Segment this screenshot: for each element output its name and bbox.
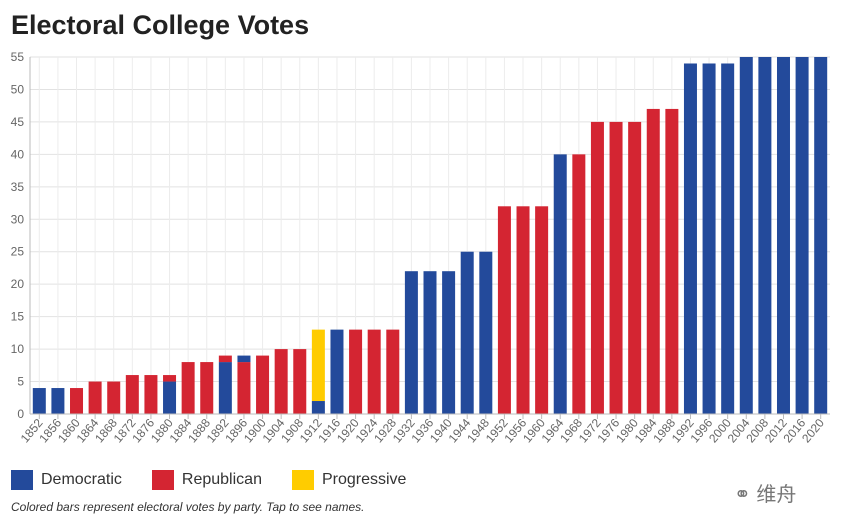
bar-1908-republican[interactable] (293, 349, 307, 414)
legend-swatch (151, 470, 174, 490)
bar-1972-republican[interactable] (590, 121, 604, 414)
y-tick-label: 30 (11, 212, 25, 226)
y-tick-label: 40 (11, 147, 25, 161)
bar-1868-republican[interactable] (107, 381, 121, 414)
bar-1892-democratic[interactable] (218, 362, 232, 414)
x-tick-label: 2020 (799, 416, 827, 446)
bar-1924-republican[interactable] (367, 329, 381, 414)
bar-1888-republican[interactable] (200, 362, 214, 414)
bar-1904-republican[interactable] (274, 349, 288, 414)
bar-1940-democratic[interactable] (442, 271, 456, 414)
y-tick-label: 0 (17, 407, 24, 421)
y-tick-label: 25 (11, 245, 25, 259)
bar-1880-democratic[interactable] (163, 381, 177, 414)
bar-1948-democratic[interactable] (479, 251, 493, 414)
bar-1920-republican[interactable] (349, 329, 363, 414)
y-tick-label: 55 (11, 50, 25, 64)
bar-1912-progressive[interactable] (311, 329, 325, 402)
legend-swatch (291, 470, 314, 490)
bar-2004-democratic[interactable] (739, 57, 753, 414)
bar-1964-democratic[interactable] (553, 154, 567, 414)
y-tick-label: 20 (11, 277, 25, 291)
bar-1864-republican[interactable] (88, 381, 102, 414)
bar-1872-republican[interactable] (125, 375, 139, 414)
y-tick-label: 35 (11, 180, 25, 194)
bar-1896-democratic[interactable] (237, 355, 251, 363)
bar-1852-democratic[interactable] (32, 388, 46, 414)
bar-1980-republican[interactable] (628, 121, 642, 414)
y-tick-label: 5 (17, 375, 24, 389)
bar-1936-democratic[interactable] (423, 271, 437, 414)
bar-1956-republican[interactable] (516, 206, 530, 414)
bar-2020-democratic[interactable] (814, 57, 828, 414)
legend-democratic[interactable]: Democratic (11, 470, 122, 490)
bar-1884-republican[interactable] (181, 362, 195, 414)
bar-1856-democratic[interactable] (51, 388, 65, 414)
bar-2016-democratic[interactable] (795, 57, 809, 414)
bar-1912-democratic[interactable] (311, 401, 325, 414)
legend-progressive[interactable]: Progressive (291, 470, 407, 490)
bar-1880-republican[interactable] (163, 375, 177, 382)
bar-1896-republican[interactable] (237, 362, 251, 414)
bar-1960-republican[interactable] (535, 206, 549, 414)
legend-republican[interactable]: Republican (151, 470, 262, 490)
bar-2008-democratic[interactable] (758, 57, 772, 414)
y-tick-label: 50 (11, 82, 25, 96)
bar-1916-democratic[interactable] (330, 329, 344, 414)
bar-1984-republican[interactable] (646, 108, 660, 414)
bar-2000-democratic[interactable] (721, 63, 735, 415)
watermark-text: 维舟 (756, 484, 797, 506)
y-tick-label: 45 (11, 115, 25, 129)
bar-1876-republican[interactable] (144, 375, 158, 414)
legend-label: Progressive (321, 471, 407, 488)
bar-1928-republican[interactable] (386, 329, 400, 414)
bar-1900-republican[interactable] (256, 355, 270, 414)
bar-1996-democratic[interactable] (702, 63, 716, 415)
bar-2012-democratic[interactable] (776, 57, 790, 414)
bar-1860-republican[interactable] (70, 388, 84, 414)
legend-label: Democratic (41, 471, 122, 488)
bar-1992-democratic[interactable] (683, 63, 697, 415)
watermark: ⚭ 维舟 (734, 484, 797, 506)
y-tick-label: 15 (11, 310, 25, 324)
bar-1932-democratic[interactable] (404, 271, 418, 414)
legend: Democratic Republican Progressive (11, 470, 436, 490)
y-tick-label: 10 (11, 342, 25, 356)
legend-label: Republican (181, 471, 262, 488)
legend-swatch (11, 470, 33, 490)
chart-title: Electoral College Votes (11, 10, 310, 40)
bar-chart: 0510152025303540455055185218561860186418… (11, 50, 830, 446)
bar-1944-democratic[interactable] (460, 251, 474, 414)
bar-1988-republican[interactable] (665, 108, 679, 414)
bar-1952-republican[interactable] (497, 206, 511, 414)
bar-1968-republican[interactable] (572, 154, 586, 414)
bar-1892-republican[interactable] (218, 355, 232, 363)
chart-note: Colored bars represent electoral votes b… (11, 500, 365, 514)
bar-1976-republican[interactable] (609, 121, 623, 414)
